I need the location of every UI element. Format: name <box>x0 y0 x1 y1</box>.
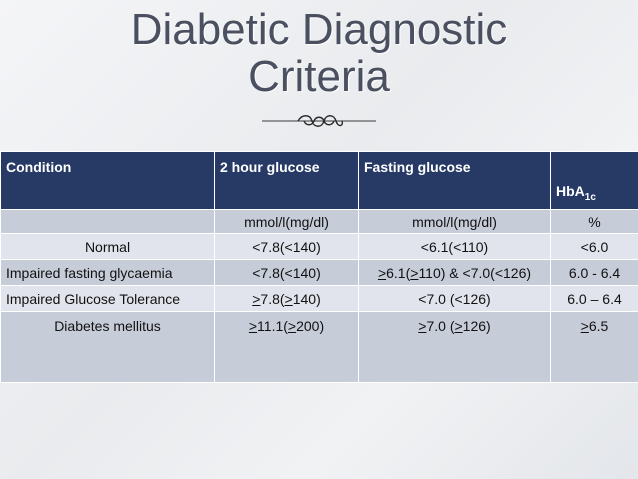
gte-sign: > <box>410 264 419 281</box>
value-text: 7.0 ( <box>426 318 455 334</box>
value-text: 7.8( <box>260 290 285 307</box>
units-hba1c: % <box>550 209 638 234</box>
row-dm-2-hour: >11.1(>200) <box>214 311 359 383</box>
gte-sign: > <box>377 264 387 281</box>
table-header-row: Condition 2 hour glucose Fasting glucose… <box>0 151 638 210</box>
gte-sign: > <box>454 318 463 334</box>
value-text: 110) & <7.0(<126) <box>418 264 532 281</box>
row-igt-2-hour: >7.8(>140) <box>214 285 359 312</box>
units-condition <box>0 209 215 234</box>
table-units-row: mmol/l(mg/dl) mmol/l(mg/dl) % <box>0 209 638 234</box>
row-ifg-2-hour: <7.8(<140) <box>214 259 359 286</box>
row-normal-2-hour: <7.8(<140) <box>214 233 359 260</box>
value-text: 6.1( <box>386 264 411 281</box>
diagnostic-criteria-table: Condition 2 hour glucose Fasting glucose… <box>0 151 638 383</box>
row-normal-condition: Normal <box>0 233 215 260</box>
slide-title: Diabetic Diagnostic Criteria <box>0 6 638 100</box>
header-hba1c-main: HbA <box>556 183 585 199</box>
row-dm-fasting: >7.0 (>126) <box>358 311 551 383</box>
row-ifg-hba1c: 6.0 - 6.4 <box>550 259 638 286</box>
row-dm-condition: Diabetes mellitus <box>0 311 215 383</box>
gte-sign: > <box>580 318 589 334</box>
table-row: Impaired fasting glycaemia <7.8(<140) >6… <box>0 259 638 286</box>
gte-sign: > <box>284 290 293 307</box>
gte-sign: > <box>252 290 261 307</box>
units-fasting-glucose: mmol/l(mg/dl) <box>358 209 551 234</box>
slide-title-line-2: Criteria <box>248 52 390 101</box>
gte-sign: > <box>287 318 297 334</box>
gte-sign: > <box>248 318 258 334</box>
slide-title-line-1: Diabetic Diagnostic <box>130 5 508 54</box>
header-hba1c: HbA1c <box>550 151 638 210</box>
table-row: Diabetes mellitus >11.1(>200) >7.0 (>126… <box>0 311 638 383</box>
gte-sign: > <box>418 318 427 334</box>
header-fasting-glucose: Fasting glucose <box>358 151 551 210</box>
row-ifg-condition: Impaired fasting glycaemia <box>0 259 215 286</box>
row-igt-hba1c: 6.0 – 6.4 <box>550 285 638 312</box>
row-dm-hba1c: >6.5 <box>550 311 638 383</box>
value-text: 11.1( <box>257 318 288 334</box>
value-text: 140) <box>292 290 321 307</box>
units-2-hour-glucose: mmol/l(mg/dl) <box>214 209 359 234</box>
row-normal-hba1c: <6.0 <box>550 233 638 260</box>
header-condition: Condition <box>0 151 215 210</box>
value-text: 6.5 <box>588 318 609 334</box>
value-text: 200) <box>296 318 325 334</box>
row-igt-condition: Impaired Glucose Tolerance <box>0 285 215 312</box>
table-row: Normal <7.8(<140) <6.1(<110) <6.0 <box>0 233 638 260</box>
row-ifg-fasting: >6.1(>110) & <7.0(<126) <box>358 259 551 286</box>
table-row: Impaired Glucose Tolerance >7.8(>140) <7… <box>0 285 638 312</box>
header-2-hour-glucose: 2 hour glucose <box>214 151 359 210</box>
header-hba1c-sub: 1c <box>584 192 596 203</box>
value-text: 126) <box>462 318 491 334</box>
row-igt-fasting: <7.0 (<126) <box>358 285 551 312</box>
scroll-flourish-icon <box>262 115 376 127</box>
row-normal-fasting: <6.1(<110) <box>358 233 551 260</box>
